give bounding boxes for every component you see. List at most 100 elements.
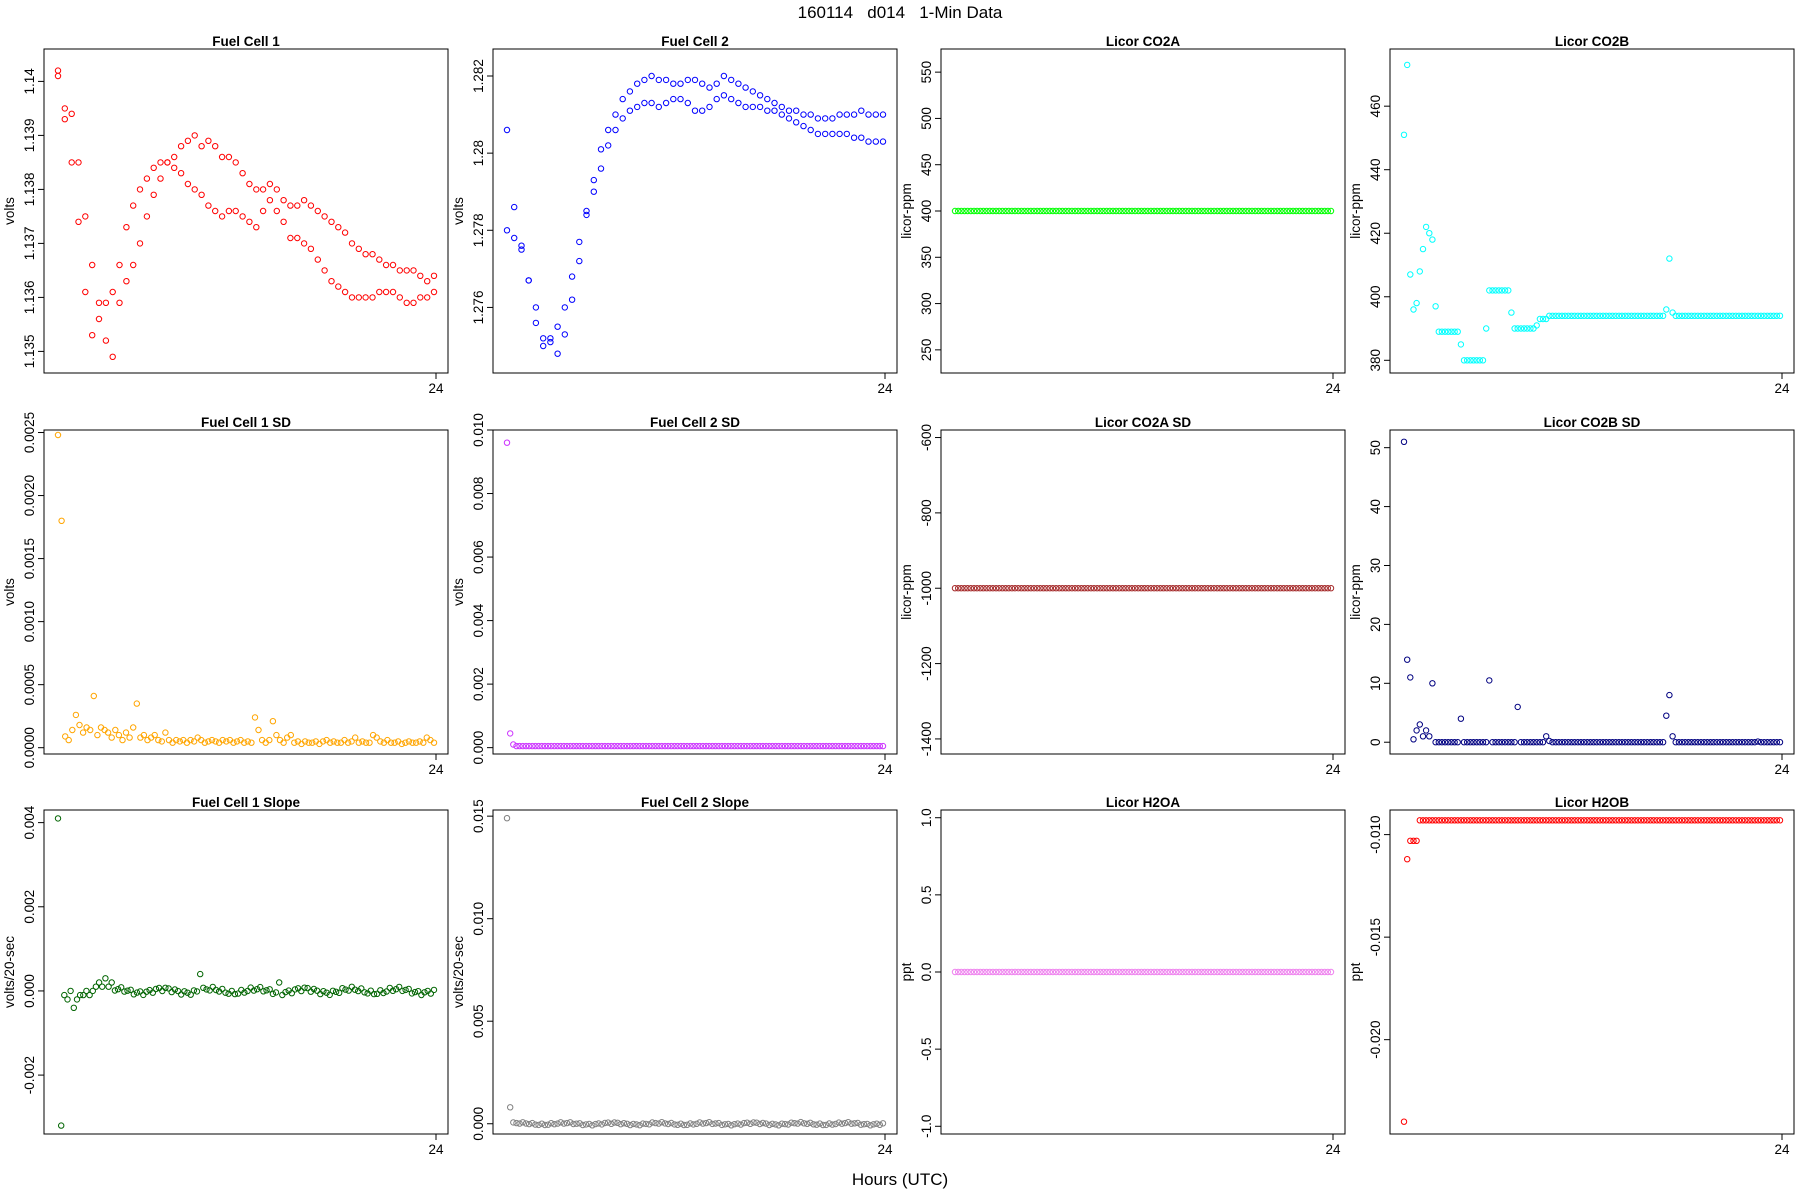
data-point bbox=[1501, 739, 1509, 746]
data-point bbox=[1666, 255, 1673, 262]
y-axis-label: ppt bbox=[899, 962, 914, 981]
y-tick-label: 0.000 bbox=[471, 1107, 486, 1141]
data-point bbox=[617, 1121, 624, 1128]
data-point bbox=[970, 207, 978, 215]
data-point bbox=[1318, 207, 1325, 215]
data-point bbox=[232, 207, 239, 215]
y-tick-label: 1.276 bbox=[471, 291, 486, 325]
data-point bbox=[554, 350, 561, 357]
data-point bbox=[1144, 585, 1151, 592]
data-point bbox=[1520, 817, 1528, 824]
data-point bbox=[1716, 312, 1724, 319]
data-point bbox=[1776, 817, 1784, 824]
y-tick-label: 0 bbox=[1368, 738, 1383, 746]
data-point bbox=[104, 729, 112, 736]
data-point bbox=[1716, 739, 1724, 746]
data-point bbox=[630, 1120, 637, 1128]
data-point bbox=[69, 726, 76, 734]
data-point bbox=[728, 742, 735, 750]
data-point bbox=[1087, 207, 1095, 215]
data-point bbox=[718, 1121, 726, 1129]
data-point bbox=[958, 207, 965, 215]
data-point bbox=[424, 278, 431, 285]
data-point bbox=[1106, 207, 1114, 215]
data-point bbox=[525, 1120, 533, 1128]
data-point bbox=[1321, 968, 1328, 976]
data-point bbox=[301, 984, 308, 991]
plot-frame bbox=[492, 429, 898, 755]
data-point bbox=[1128, 585, 1136, 592]
data-point bbox=[1533, 817, 1540, 824]
data-point bbox=[1483, 817, 1490, 824]
data-point bbox=[1422, 223, 1430, 231]
data-point bbox=[1223, 585, 1230, 592]
data-point bbox=[706, 84, 713, 91]
data-point bbox=[964, 585, 971, 592]
data-point bbox=[721, 742, 729, 750]
data-point bbox=[1141, 207, 1148, 215]
data-point bbox=[61, 991, 68, 999]
data-point bbox=[639, 742, 647, 750]
data-point bbox=[1040, 207, 1047, 215]
data-point bbox=[1049, 207, 1057, 215]
chart-panel: Fuel Cell 1 SD 0.0000 0.0005 0.0010 0.0015 0.… bbox=[2, 412, 449, 777]
chart-title: Fuel Cell 1 SD bbox=[201, 415, 291, 430]
data-point bbox=[123, 224, 130, 231]
data-point bbox=[149, 989, 157, 996]
chart-title: Licor H2OA bbox=[1106, 795, 1181, 810]
data-point bbox=[1432, 739, 1439, 746]
data-point bbox=[244, 738, 252, 745]
data-point bbox=[1270, 207, 1278, 215]
data-point bbox=[778, 1120, 786, 1127]
data-point bbox=[1726, 739, 1733, 746]
data-point bbox=[399, 987, 406, 995]
data-point bbox=[1267, 207, 1275, 215]
data-series bbox=[1400, 817, 1784, 1125]
data-point bbox=[314, 256, 321, 263]
y-tick-label: 0.004 bbox=[471, 603, 486, 637]
data-point bbox=[1682, 312, 1689, 319]
data-point bbox=[1270, 968, 1278, 976]
data-point bbox=[430, 288, 438, 296]
data-point bbox=[1644, 312, 1651, 319]
data-point bbox=[652, 1119, 659, 1127]
data-point bbox=[507, 730, 514, 737]
data-point bbox=[1704, 312, 1711, 319]
data-point bbox=[1609, 739, 1616, 746]
data-point bbox=[389, 987, 397, 994]
data-point bbox=[766, 742, 773, 750]
data-point bbox=[68, 159, 75, 166]
y-tick-label: 500 bbox=[919, 107, 934, 130]
data-point bbox=[1302, 968, 1309, 976]
data-point bbox=[589, 1122, 596, 1129]
data-point bbox=[1761, 312, 1768, 319]
data-point bbox=[1195, 585, 1202, 592]
data-point bbox=[1565, 312, 1572, 319]
data-point bbox=[1476, 817, 1484, 824]
data-point bbox=[1666, 691, 1673, 699]
data-point bbox=[822, 130, 829, 138]
data-point bbox=[54, 815, 62, 822]
data-point bbox=[850, 111, 858, 118]
data-point bbox=[540, 342, 547, 350]
data-point bbox=[999, 207, 1006, 215]
data-point bbox=[1252, 968, 1259, 976]
data-point bbox=[89, 332, 96, 339]
data-point bbox=[1327, 207, 1335, 215]
data-point bbox=[1214, 207, 1221, 215]
data-point bbox=[398, 740, 405, 748]
plot-frame bbox=[492, 48, 898, 374]
data-point bbox=[158, 738, 166, 745]
data-point bbox=[843, 130, 850, 138]
data-point bbox=[1631, 739, 1638, 746]
data-point bbox=[583, 211, 590, 219]
data-point bbox=[1486, 287, 1493, 294]
data-point bbox=[1527, 817, 1534, 824]
data-point bbox=[851, 1120, 858, 1127]
data-point bbox=[1543, 817, 1550, 824]
data-point bbox=[1723, 817, 1730, 824]
data-point bbox=[541, 742, 549, 750]
data-point bbox=[713, 80, 720, 87]
data-point bbox=[810, 742, 817, 750]
data-point bbox=[1754, 312, 1762, 319]
